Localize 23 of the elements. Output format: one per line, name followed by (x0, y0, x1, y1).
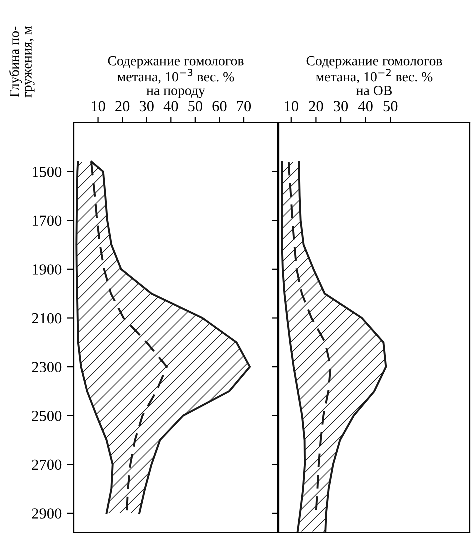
y-tick-label: 2900 (32, 508, 62, 519)
y-tick-label: 2700 (32, 460, 62, 470)
chart-title: Содержание гомологов метана, 10$^{−2}$ вес. % на ОВ (306, 56, 442, 96)
x-tick-label: 20 (309, 101, 324, 112)
x-tick-label: 50 (384, 101, 398, 112)
x-tick-label: 70 (237, 101, 252, 112)
x-tick-label: 30 (334, 101, 348, 112)
y-tick-label: 1900 (32, 264, 62, 275)
y-tick-label: 2300 (32, 362, 62, 372)
x-tick-label: 30 (140, 101, 154, 112)
x-tick-label: 50 (188, 101, 202, 112)
x-tick-label: 60 (212, 101, 227, 112)
y-tick-label: 1700 (32, 216, 62, 226)
y-tick-label: 1500 (32, 166, 62, 178)
x-tick-label: 20 (116, 101, 130, 112)
x-tick-label: 10 (285, 101, 298, 112)
chart-title: Содержание гомологов метана, 10$^{−3}$ вес. % на породу (108, 56, 244, 98)
x-tick-label: 40 (358, 101, 373, 112)
y-tick-label: 2500 (32, 411, 62, 422)
x-tick-label: 40 (164, 101, 178, 112)
y-tick-label: 2100 (32, 313, 62, 324)
x-tick-label: 10 (92, 101, 106, 112)
y-axis-title: Глубина по- гружения, м (9, 26, 35, 98)
